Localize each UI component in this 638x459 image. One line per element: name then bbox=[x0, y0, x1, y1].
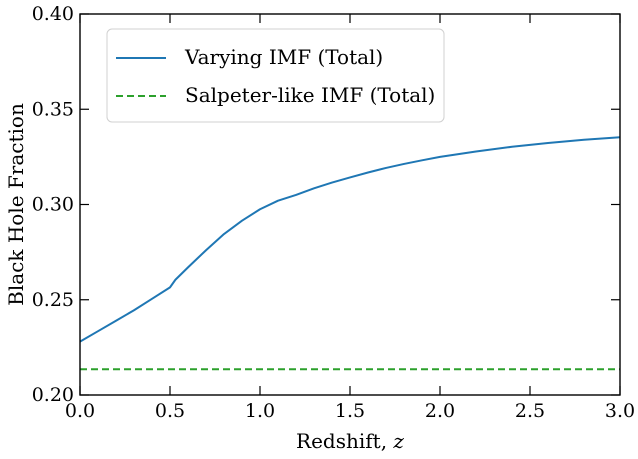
x-tick-label: 1.0 bbox=[245, 400, 275, 422]
x-tick-label: 3.0 bbox=[605, 400, 635, 422]
y-axis-label: Black Hole Fraction bbox=[4, 103, 28, 306]
y-tick-label: 0.30 bbox=[32, 194, 74, 216]
y-tick-label: 0.40 bbox=[32, 3, 74, 25]
legend-box bbox=[106, 28, 445, 123]
x-tick-label: 0.5 bbox=[155, 400, 185, 422]
x-tick-label: 1.5 bbox=[335, 400, 365, 422]
x-tick-label: 2.0 bbox=[425, 400, 455, 422]
x-axis-label-variable: z bbox=[392, 429, 404, 453]
legend-label-1: Varying IMF (Total) bbox=[184, 45, 383, 69]
y-tick-label: 0.35 bbox=[32, 98, 74, 120]
x-axis-label: Redshift, z bbox=[296, 429, 404, 453]
y-tick-label: 0.20 bbox=[32, 384, 74, 406]
legend: Varying IMF (Total) Salpeter-like IMF (To… bbox=[106, 28, 445, 123]
x-tick-label: 0.0 bbox=[65, 400, 95, 422]
series-line-1 bbox=[79, 136, 621, 343]
x-tick-label: 2.5 bbox=[515, 400, 545, 422]
x-axis-label-text: Redshift, bbox=[296, 429, 393, 453]
legend-label-2: Salpeter-like IMF (Total) bbox=[185, 83, 435, 107]
series-layer bbox=[79, 136, 621, 371]
labels-layer: Redshift, z Black Hole Fraction bbox=[4, 103, 404, 453]
y-tick-label: 0.25 bbox=[32, 289, 74, 311]
plot-frame bbox=[79, 13, 621, 396]
